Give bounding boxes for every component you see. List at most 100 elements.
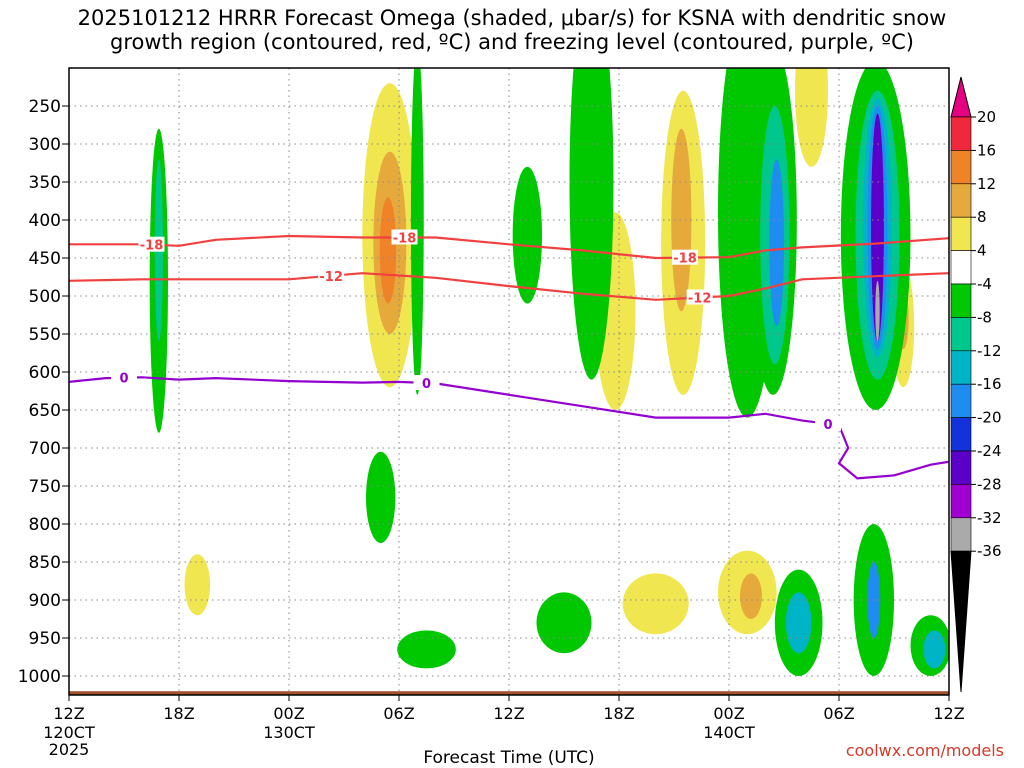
y-tick-label-400: 400 — [29, 211, 61, 231]
contour-label--18C-2: -18 — [673, 252, 697, 267]
colorbar-label-6: -8 — [977, 308, 992, 326]
colorbar-bin-0 — [950, 116, 972, 151]
shade-downdraft-0800-max — [875, 280, 880, 342]
x-tick-label-0: 12Z — [53, 704, 84, 723]
shade-updraft-2030-core — [671, 128, 692, 312]
colorbar-bin-12 — [950, 517, 972, 552]
y-tick-label-950: 950 — [29, 629, 61, 649]
colorbar-bottom-arrow — [950, 550, 972, 693]
y-tick-label-800: 800 — [29, 515, 61, 535]
x-tick-year-0: 2025 — [49, 740, 90, 759]
shade-downdraft-low-0700 — [397, 630, 456, 669]
colorbar-bin-9 — [950, 417, 972, 452]
x-axis-label: Forecast Time (UTC) — [423, 748, 594, 768]
x-tick-date-6: 140CT — [703, 723, 755, 742]
shade-updraft-1900-low — [184, 554, 211, 616]
contour-label-0C-1: 0 — [422, 377, 431, 392]
colorbar-label-7: -12 — [977, 342, 1002, 360]
y-tick-label-1000: 1000 — [18, 667, 61, 687]
shade-downdraft-1700 — [569, 68, 614, 380]
colorbar-bin-2 — [950, 183, 972, 218]
contour-label--18C-1: -18 — [393, 231, 417, 246]
y-tick-label-250: 250 — [29, 97, 61, 117]
colorbar-label-10: -24 — [977, 442, 1002, 460]
colorbar-label-11: -28 — [977, 475, 1002, 493]
y-tick-label-550: 550 — [29, 325, 61, 345]
colorbar-label-1: 16 — [977, 141, 996, 159]
colorbar-label-9: -20 — [977, 409, 1002, 427]
contour-label--12C-1: -12 — [688, 292, 712, 307]
colorbar-bin-8 — [950, 383, 972, 418]
credit-text: coolwx.com/models — [845, 741, 1004, 760]
chart-title-line-2: growth region (contoured, red, ºC) and f… — [110, 30, 914, 54]
colorbar-bin-3 — [950, 216, 972, 251]
contour-label-bg--12C-0 — [318, 267, 345, 283]
colorbar-bin-11 — [950, 484, 972, 519]
x-tick-label-7: 06Z — [823, 704, 854, 723]
y-tick-label-300: 300 — [29, 135, 61, 155]
x-tick-label-2: 00Z — [273, 704, 304, 723]
chart-title-line-1: 2025101212 HRRR Forecast Omega (shaded, … — [77, 6, 947, 30]
x-tick-label-4: 12Z — [493, 704, 524, 723]
shade-updraft-0530-max — [379, 197, 397, 304]
shade-downdraft-low-1100-core — [923, 630, 946, 669]
shade-downdraft-low-0500 — [366, 451, 396, 543]
y-tick-label-700: 700 — [29, 439, 61, 459]
colorbar-label-13: -36 — [977, 542, 1002, 560]
terrain-surface — [69, 691, 949, 695]
y-tick-label-450: 450 — [29, 249, 61, 269]
contour-label-bg-0C-1 — [413, 375, 440, 391]
colorbar-label-8: -16 — [977, 375, 1002, 393]
shade-downdraft-low-1500 — [536, 592, 592, 654]
colorbar-bin-1 — [950, 150, 972, 185]
shade-updraft-0000-low-core — [740, 573, 762, 619]
shade-downdraft-0130-core — [769, 159, 785, 327]
colorbar-label-12: -32 — [977, 509, 1002, 527]
x-tick-date-0: 120CT — [43, 723, 95, 742]
colorbar-label-2: 12 — [977, 175, 996, 193]
colorbar-top-arrow — [950, 76, 972, 118]
contour-0C — [69, 376, 949, 480]
contour-label-bg--18C-1 — [391, 229, 418, 245]
contour--18C — [69, 234, 949, 260]
contour-label-bg--18C-0 — [138, 236, 165, 252]
colorbar-bin-7 — [950, 350, 972, 385]
y-tick-label-850: 850 — [29, 553, 61, 573]
colorbar-label-3: 8 — [977, 208, 987, 226]
shade-downdraft-low-0300-core — [785, 592, 812, 654]
x-tick-label-1: 18Z — [163, 704, 194, 723]
colorbar-label-0: 20 — [977, 108, 996, 126]
y-tick-label-600: 600 — [29, 363, 61, 383]
colorbar-bin-4 — [950, 250, 972, 285]
x-tick-label-8: 12Z — [933, 704, 964, 723]
shade-updraft-0400 — [795, 68, 828, 167]
x-tick-date-2: 130CT — [263, 723, 315, 742]
contour-label--18C-0: -18 — [140, 239, 164, 254]
x-tick-label-3: 06Z — [383, 704, 414, 723]
colorbar-label-4: 4 — [977, 242, 987, 260]
y-tick-label-350: 350 — [29, 173, 61, 193]
y-tick-label-900: 900 — [29, 591, 61, 611]
contour-label-0C-2: 0 — [823, 418, 832, 433]
shade-downdraft-0800-core — [871, 113, 884, 342]
contour-label-0C-0: 0 — [119, 372, 128, 387]
contour--12C — [69, 272, 949, 301]
colorbar-bin-6 — [950, 317, 972, 352]
contour-label-bg-0C-0 — [111, 369, 137, 385]
contour-label-bg-0C-2 — [815, 415, 841, 431]
colorbar-label-5: -4 — [977, 275, 992, 293]
shade-updraft-2000-low — [622, 573, 689, 635]
colorbar-bin-5 — [950, 283, 972, 318]
x-tick-label-6: 00Z — [713, 704, 744, 723]
contour-label-bg--12C-1 — [686, 289, 713, 305]
contour-label--12C-0: -12 — [319, 270, 343, 285]
x-tick-label-5: 18Z — [603, 704, 634, 723]
shade-downdraft-1300 — [512, 166, 542, 304]
shade-downdraft-low-0800-core — [867, 562, 881, 638]
y-tick-label-650: 650 — [29, 401, 61, 421]
y-tick-label-750: 750 — [29, 477, 61, 497]
contour-label-bg--18C-2 — [672, 249, 698, 265]
colorbar-bin-10 — [950, 450, 972, 485]
y-tick-label-500: 500 — [29, 287, 61, 307]
